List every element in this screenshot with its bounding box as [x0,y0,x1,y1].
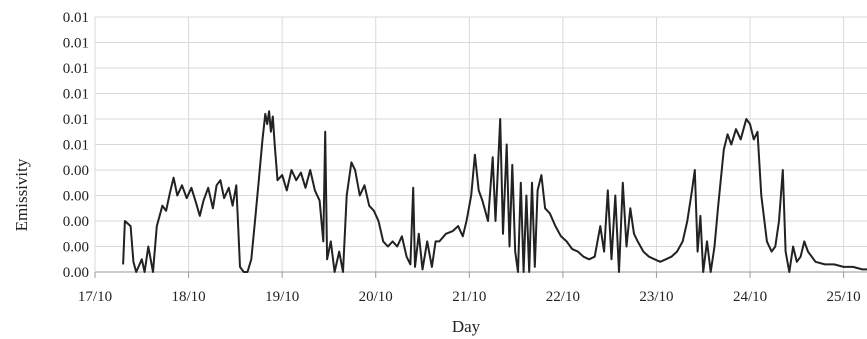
series-layer [122,110,867,273]
y-tick-label: 0.01 [63,10,89,26]
x-tick-label: 19/10 [265,289,299,305]
x-tick-label: 21/10 [452,289,486,305]
y-tick-labels: 0.00 0.00 0.00 0.00 0.00 0.01 0.01 0.01 0.01 0.01… [63,10,89,281]
y-tick-label: 0.01 [63,61,89,77]
x-axis-title: Day [452,317,481,336]
x-tick-label: 20/10 [359,289,393,305]
x-tick-label: 25/10 [827,289,861,305]
x-tick-label: 17/10 [78,289,112,305]
x-tick-labels: 17/10 18/10 19/10 20/10 21/10 22/10 23/10 24/10… [78,289,861,305]
y-tick-label: 0.01 [63,87,89,103]
y-tick-label: 0.01 [63,112,89,128]
y-axis-title: Emissivity [12,158,31,231]
y-tick-label: 0.01 [63,36,89,52]
grid [95,16,867,272]
x-tick-label: 18/10 [171,289,205,305]
y-tick-label: 0.00 [63,240,89,256]
y-tick-label: 0.00 [63,189,89,205]
x-tick-label: 24/10 [733,289,767,305]
x-tick-label: 23/10 [639,289,673,305]
y-tick-label: 0.00 [63,265,89,281]
y-tick-label: 0.00 [63,163,89,179]
y-tick-label: 0.00 [63,214,89,230]
axes [94,17,867,278]
series-line [122,110,867,273]
y-tick-label: 0.01 [63,138,89,154]
x-tick-label: 22/10 [546,289,580,305]
